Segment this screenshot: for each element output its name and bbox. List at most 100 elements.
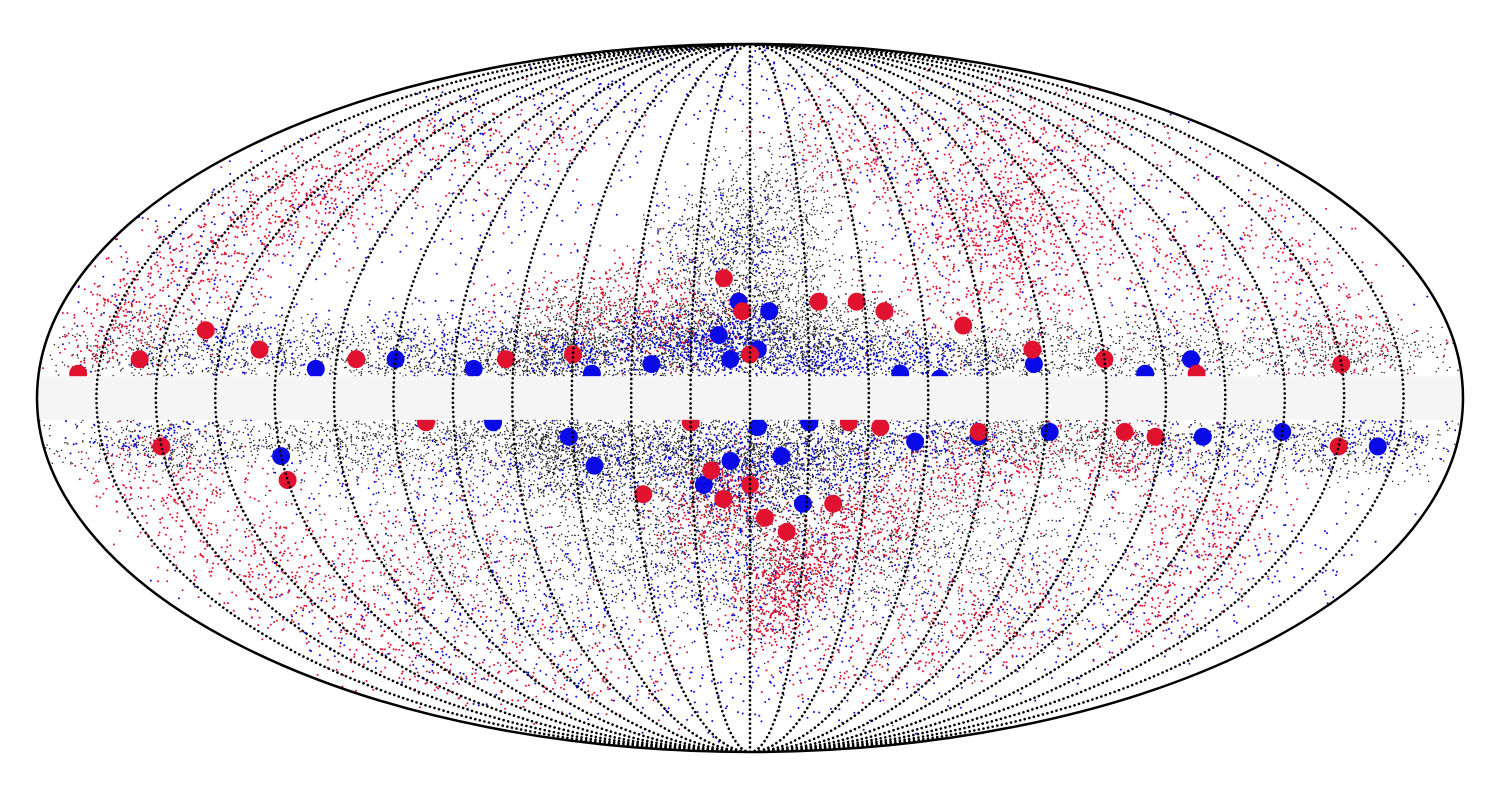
data-point: [580, 304, 582, 306]
data-point: [523, 372, 525, 374]
data-point: [784, 368, 786, 370]
data-point: [687, 288, 689, 290]
data-point: [843, 348, 845, 350]
data-point: [720, 189, 722, 191]
data-point: [587, 308, 589, 310]
data-point: [793, 227, 795, 229]
data-point: [681, 360, 683, 362]
data-point: [586, 344, 588, 346]
data-point: [669, 355, 671, 357]
data-point: [744, 249, 746, 251]
data-point: [826, 310, 828, 312]
data-point: [687, 271, 689, 273]
data-point: [714, 244, 716, 246]
data-point: [579, 374, 581, 376]
data-point: [608, 373, 610, 375]
data-point: [588, 319, 590, 321]
data-point: [433, 341, 435, 343]
data-point: [633, 300, 635, 302]
data-point: [736, 230, 738, 232]
data-point: [635, 374, 637, 376]
data-point: [604, 373, 606, 375]
data-point: [752, 301, 754, 303]
data-point: [716, 218, 718, 220]
data-point: [646, 315, 648, 317]
data-point: [756, 311, 758, 313]
data-point: [522, 338, 524, 340]
data-point: [815, 328, 817, 330]
data-point: [341, 358, 343, 360]
data-point: [846, 179, 848, 181]
data-point: [709, 205, 711, 207]
data-point: [491, 359, 493, 361]
data-point: [710, 212, 712, 214]
data-point: [484, 351, 486, 353]
data-point: [600, 342, 602, 344]
data-point: [519, 374, 521, 376]
data-point: [822, 175, 824, 177]
data-point: [890, 338, 892, 340]
data-point: [813, 288, 815, 290]
data-point: [564, 339, 566, 341]
data-point: [895, 329, 897, 331]
data-point: [861, 249, 863, 251]
data-point: [843, 262, 845, 264]
data-point: [885, 328, 887, 330]
data-point: [905, 277, 907, 279]
data-point: [992, 337, 994, 339]
data-point: [502, 322, 504, 324]
data-point: [874, 302, 876, 304]
data-point: [777, 317, 779, 319]
data-point: [698, 327, 700, 329]
data-point: [699, 240, 701, 242]
data-point: [777, 290, 779, 292]
data-point: [728, 232, 730, 234]
data-point: [581, 367, 583, 369]
data-point: [460, 366, 462, 368]
data-point: [886, 362, 888, 364]
data-point: [823, 338, 825, 340]
data-point: [778, 352, 780, 354]
data-point: [877, 347, 879, 349]
data-point: [556, 319, 558, 321]
data-point: [788, 352, 790, 354]
data-point: [500, 373, 502, 375]
data-point: [533, 335, 535, 337]
data-point: [796, 323, 798, 325]
data-point: [752, 237, 754, 239]
data-point: [683, 277, 685, 279]
data-point: [778, 263, 780, 265]
data-point: [762, 220, 764, 222]
data-point: [636, 315, 638, 317]
data-point: [714, 347, 716, 349]
data-point: [427, 336, 429, 338]
data-point: [866, 241, 868, 243]
data-point: [581, 335, 583, 337]
data-point: [533, 343, 535, 345]
data-point: [648, 224, 650, 226]
data-point: [717, 249, 719, 251]
data-point: [790, 359, 792, 361]
data-point: [605, 346, 607, 348]
data-point: [785, 197, 787, 199]
data-point: [802, 222, 804, 224]
data-point: [534, 323, 536, 325]
data-point: [810, 291, 812, 293]
data-point: [607, 281, 609, 283]
data-point: [758, 264, 760, 266]
data-point: [575, 298, 577, 300]
data-point: [666, 353, 668, 355]
data-point: [719, 360, 721, 362]
data-point: [1041, 370, 1043, 372]
data-point: [789, 238, 791, 240]
data-point: [723, 146, 725, 148]
data-point: [591, 320, 593, 322]
data-point: [670, 338, 672, 340]
data-point: [992, 350, 994, 352]
data-point: [561, 360, 563, 362]
data-point: [721, 253, 723, 255]
data-point: [589, 303, 591, 305]
data-point: [847, 309, 849, 311]
data-point: [744, 234, 746, 236]
data-point: [819, 314, 821, 316]
